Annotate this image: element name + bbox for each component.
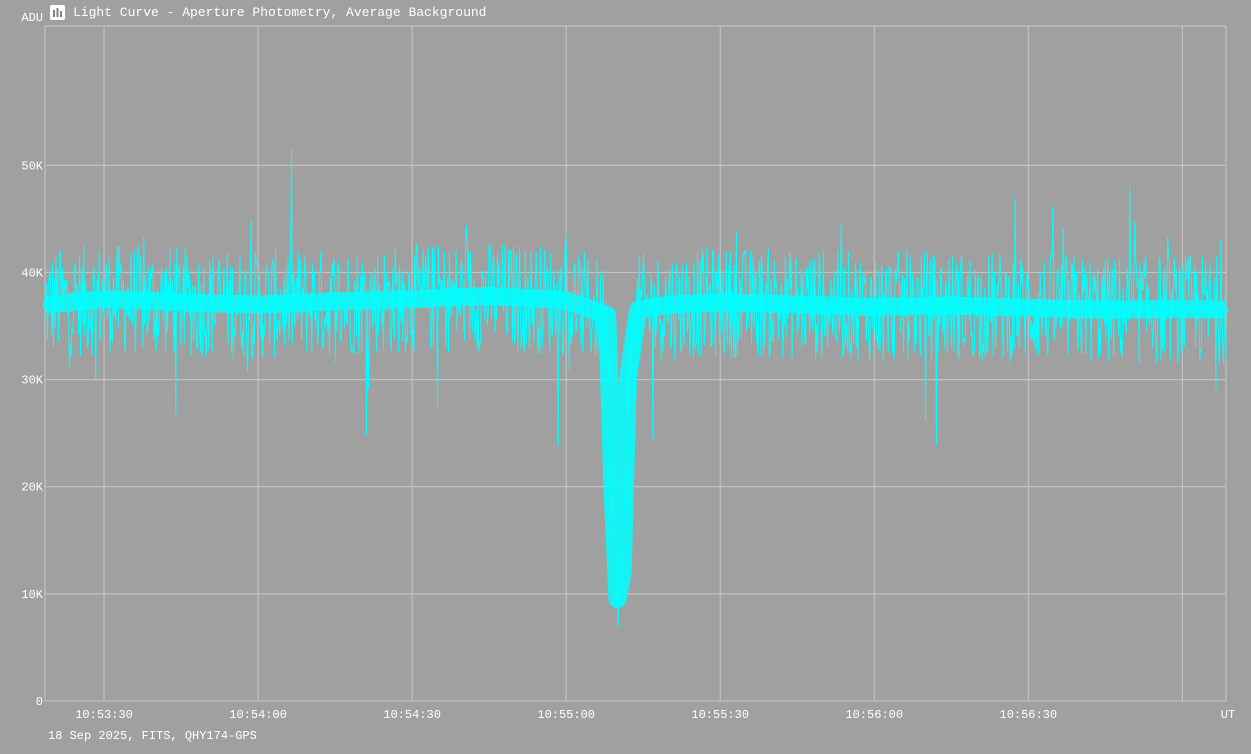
title-bar: Light Curve - Aperture Photometry, Avera… bbox=[50, 3, 486, 21]
data-point bbox=[635, 307, 641, 313]
data-point bbox=[563, 297, 569, 303]
data-point bbox=[625, 377, 631, 383]
data-point bbox=[1179, 306, 1185, 312]
y-tick-label: 10K bbox=[21, 588, 43, 602]
x-tick-label: 10:53:30 bbox=[75, 708, 133, 722]
data-point bbox=[666, 302, 672, 308]
data-point bbox=[178, 299, 184, 305]
x-tick-label: 10:55:00 bbox=[537, 708, 595, 722]
y-tick-label: 20K bbox=[21, 481, 43, 495]
data-point bbox=[332, 298, 338, 304]
y-tick-label: 0 bbox=[36, 695, 43, 709]
data-point bbox=[1223, 307, 1229, 313]
y-axis-label: ADU bbox=[21, 11, 43, 25]
footer-info: 18 Sep 2025, FITS, QHY174-GPS bbox=[48, 729, 257, 743]
x-axis-label: UT bbox=[1221, 708, 1235, 722]
chart-axes bbox=[44, 25, 1227, 702]
data-point bbox=[620, 569, 626, 575]
data-point bbox=[486, 293, 492, 299]
x-tick-label: 10:56:30 bbox=[1000, 708, 1058, 722]
data-point bbox=[948, 303, 954, 309]
data-point bbox=[794, 302, 800, 308]
data-point bbox=[101, 296, 107, 302]
chart-series bbox=[42, 147, 1229, 627]
data-point bbox=[1025, 305, 1031, 311]
data-point bbox=[409, 296, 415, 302]
x-tick-label: 10:54:00 bbox=[229, 708, 287, 722]
y-tick-label: 30K bbox=[21, 374, 43, 388]
x-tick-label: 10:54:30 bbox=[383, 708, 441, 722]
data-point bbox=[871, 304, 877, 310]
data-point bbox=[609, 484, 615, 490]
window-title: Light Curve - Aperture Photometry, Avera… bbox=[73, 4, 487, 20]
y-tick-label: 40K bbox=[21, 266, 43, 280]
data-point bbox=[615, 596, 621, 602]
y-tick-label: 50K bbox=[21, 159, 43, 173]
data-point bbox=[42, 302, 48, 308]
series-envelope bbox=[44, 287, 1227, 609]
data-point bbox=[717, 299, 723, 305]
chart-labels: 0 10K 20K 30K 40K 50K ADU 10:53:30 10:54:00 10:54… bbox=[21, 11, 1235, 722]
data-point bbox=[1102, 307, 1108, 313]
data-point bbox=[604, 312, 610, 318]
data-point bbox=[255, 302, 261, 308]
light-curve-app-icon[interactable] bbox=[50, 4, 65, 20]
series-line bbox=[44, 147, 1227, 627]
x-tick-label: 10:55:30 bbox=[691, 708, 749, 722]
chart-grid bbox=[45, 26, 1226, 701]
x-tick-label: 10:56:00 bbox=[845, 708, 903, 722]
